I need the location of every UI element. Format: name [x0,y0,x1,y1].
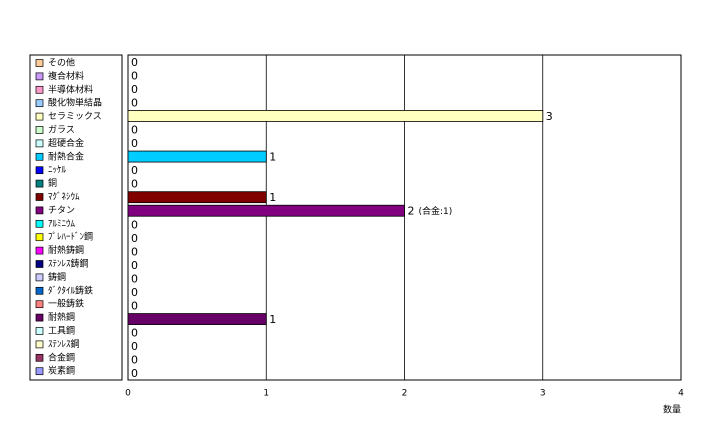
x-tick-label: 3 [540,389,546,399]
legend-swatch [35,72,44,81]
annotation: (合金:1) [419,205,453,217]
x-tick-label: 4 [678,389,684,399]
legend-swatch [35,219,44,228]
legend-label: 複合材料 [48,70,84,82]
x-tick-label: 2 [402,389,408,399]
legend-swatch [35,139,44,148]
value-label: 0 [131,218,138,231]
legend-swatch [35,353,44,362]
value-label: 0 [131,259,138,272]
legend-swatch [35,273,44,282]
value-label: 0 [131,232,138,245]
value-label: 0 [131,327,138,340]
legend-label: 耐熱鋼 [48,311,75,323]
legend-label: 鋳鋼 [48,271,66,283]
value-label: 0 [131,286,138,299]
value-label: 0 [131,178,138,191]
legend-label: ﾏｸﾞﾈｼｳﾑ [48,192,80,203]
value-label: 0 [131,83,138,96]
bar [127,204,405,217]
legend-label: 耐熱合金 [48,150,84,162]
legend-swatch [35,300,44,309]
legend-label: ﾀﾞｸﾀｲﾙ鋳鉄 [48,284,93,296]
legend-label: ｽﾃﾝﾚｽ鋳鋼 [48,258,89,270]
legend-label: セラミックス [48,111,102,122]
legend-label: 合金鋼 [48,351,75,363]
legend-label: ガラス [48,125,75,136]
legend-swatch [35,152,44,161]
value-label: 0 [131,300,138,313]
value-label: 0 [131,367,138,380]
legend-swatch [35,206,44,215]
x-tick-label: 1 [263,389,269,399]
value-label: 2 [408,205,415,218]
value-label: 0 [131,137,138,150]
legend-swatch [35,85,44,94]
value-label: 0 [131,272,138,285]
legend-swatch [35,99,44,108]
legend-swatch [35,112,44,121]
value-label: 0 [131,164,138,177]
legend-label: 炭素鋼 [48,365,75,377]
legend-swatch [35,286,44,295]
legend-label: 超硬合金 [48,137,84,149]
legend-label: ﾆｯｹﾙ [48,165,67,176]
legend-swatch [35,233,44,242]
legend-label: 酸化物単結晶 [48,97,102,109]
legend-box [29,54,123,381]
legend-swatch [35,260,44,268]
x-tick-label: 0 [125,389,131,399]
value-label: 1 [269,151,276,164]
value-label: 3 [546,110,553,123]
legend-swatch [35,340,44,349]
legend-swatch [35,179,44,188]
legend-label: チタン [48,205,75,216]
legend-swatch [35,193,44,201]
legend-swatch [35,126,44,134]
value-label: 0 [131,354,138,367]
legend-label: 半導体材料 [48,83,93,95]
legend-label: ｱﾙﾐﾆｳﾑ [48,218,76,229]
legend-label: 一般鋳鉄 [48,298,84,310]
value-label: 0 [131,340,138,353]
value-label: 0 [131,123,138,136]
legend-swatch [35,59,44,67]
legend-swatch [35,327,44,335]
x-axis-label: 数量 [663,404,681,416]
legend-swatch [35,166,44,175]
legend-label: 耐熱鋳鋼 [48,244,84,256]
value-label: 0 [131,245,138,258]
value-label: 0 [131,69,138,82]
legend-label: 工具鋼 [48,325,75,337]
value-label: 0 [131,96,138,109]
value-label: 1 [269,313,276,326]
value-label: 1 [269,191,276,204]
legend-swatch [35,367,44,376]
legend-swatch [35,246,44,255]
legend-label: ﾌﾟﾚﾊｰﾄﾞﾝ鋼 [48,231,93,243]
value-label: 0 [131,56,138,69]
legend-label: その他 [48,57,75,69]
legend-swatch [35,313,44,322]
bar [127,191,267,204]
bar [127,110,544,122]
legend-label: ｽﾃﾝﾚｽ鋼 [48,338,80,350]
bar [127,150,267,163]
legend-label: 銅 [48,177,57,189]
bar [127,313,267,325]
